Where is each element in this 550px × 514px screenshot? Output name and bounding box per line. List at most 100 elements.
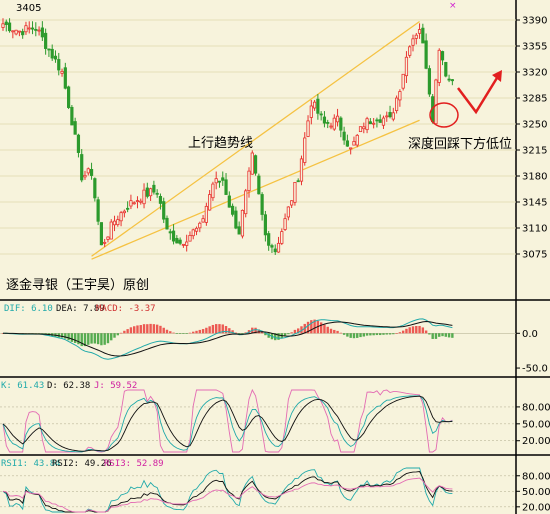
macd-bar xyxy=(162,327,165,334)
macd-bar xyxy=(185,333,188,334)
candle-body xyxy=(260,194,264,215)
macd-bar xyxy=(129,327,133,334)
candle-body xyxy=(299,158,304,182)
macd-bar xyxy=(395,333,398,334)
macd-bar xyxy=(424,330,428,334)
macd-bar xyxy=(123,330,126,334)
macd-bar xyxy=(244,332,247,334)
candle-body xyxy=(372,122,376,125)
macd-bar xyxy=(221,324,224,334)
candle-body xyxy=(365,118,369,131)
macd-dif-line xyxy=(3,318,453,360)
candle-body xyxy=(293,181,297,203)
candle-body xyxy=(63,67,67,89)
candle-body xyxy=(129,200,133,207)
macd-bar xyxy=(352,333,356,339)
macd-bar xyxy=(215,324,218,334)
macd-bar xyxy=(218,324,221,334)
candle-body xyxy=(247,170,251,192)
candle-body xyxy=(270,245,274,248)
candle-body xyxy=(221,177,225,181)
y-tick-label: 3145 xyxy=(522,198,547,209)
candle-body xyxy=(375,119,379,122)
candle-body xyxy=(142,189,146,205)
macd-bar xyxy=(234,332,238,334)
macd-bar xyxy=(333,329,336,334)
candle-body xyxy=(267,233,271,246)
candle-body xyxy=(388,112,392,118)
candle-body xyxy=(47,48,51,51)
macd-bar xyxy=(73,333,77,343)
macd-bar xyxy=(116,333,119,336)
author-label: 逐金寻银（王宇昊）原创 xyxy=(6,277,149,293)
macd-bar xyxy=(188,332,192,334)
macd-bar xyxy=(297,328,300,334)
candlesticks xyxy=(1,18,454,255)
candle-body xyxy=(283,218,287,230)
macd-bar xyxy=(172,332,175,334)
candle-body xyxy=(345,140,350,147)
macd-bar xyxy=(336,330,339,334)
candle-body xyxy=(211,183,215,199)
macd-bar xyxy=(451,333,454,338)
macd-bar xyxy=(70,333,74,342)
rsi-legend-rsi3: RSI3: 52.89 xyxy=(104,459,164,469)
macd-bar xyxy=(90,333,93,344)
candle-body xyxy=(70,106,74,126)
candle-body xyxy=(30,27,35,30)
candle-body xyxy=(73,121,77,135)
candle-body xyxy=(1,23,5,28)
candle-body xyxy=(368,121,372,125)
candle-body xyxy=(17,30,22,33)
candle-body xyxy=(326,122,330,124)
candle-body xyxy=(204,205,208,223)
macd-bar xyxy=(224,326,228,334)
candle-body xyxy=(381,117,386,126)
candle-body xyxy=(424,40,428,69)
candle-body xyxy=(145,187,149,197)
macd-bar xyxy=(283,333,287,337)
macd-bar xyxy=(310,320,313,334)
main-y-axis: 3390 3355 3320 3285 3250 3215 3180 3145 3110 3075 xyxy=(516,16,547,261)
macd-bar xyxy=(362,333,365,337)
candle-body xyxy=(155,192,159,195)
candle-body xyxy=(303,137,307,163)
candle-body xyxy=(349,147,353,150)
macd-bar xyxy=(211,324,215,334)
candle-body xyxy=(4,21,8,25)
macd-bar xyxy=(87,333,90,345)
candle-body xyxy=(152,184,156,193)
macd-bar xyxy=(136,325,139,334)
macd-bar xyxy=(182,333,185,334)
macd-bar xyxy=(356,333,359,338)
candle-body xyxy=(358,126,363,133)
candle-body xyxy=(148,188,153,197)
candle-body xyxy=(83,174,87,178)
candle-body xyxy=(40,27,44,38)
candle-body xyxy=(385,115,389,118)
candle-body xyxy=(378,119,382,123)
macd-bar xyxy=(195,330,198,334)
macd-bar xyxy=(300,326,303,334)
macd-bar xyxy=(133,326,136,334)
candle-body xyxy=(335,115,340,123)
macd-bar xyxy=(257,329,261,334)
candle-body xyxy=(312,101,317,109)
candle-body xyxy=(417,29,422,34)
macd-bar xyxy=(418,325,421,334)
candle-body xyxy=(214,178,218,184)
y-tick-label: 3110 xyxy=(522,224,547,235)
candle-body xyxy=(391,112,395,120)
macd-bar xyxy=(375,333,379,336)
candle-body xyxy=(135,200,140,202)
rsi-legend-rsi2: RSI2: 49.26 xyxy=(52,459,112,469)
candle-body xyxy=(414,34,418,39)
candle-body xyxy=(171,230,176,242)
candle-body xyxy=(194,227,199,232)
candle-body xyxy=(237,226,241,235)
candle-body xyxy=(158,195,163,204)
macd-bar xyxy=(155,324,159,334)
macd-bar xyxy=(103,333,106,345)
candle-body xyxy=(450,79,454,82)
candle-body xyxy=(250,152,254,175)
